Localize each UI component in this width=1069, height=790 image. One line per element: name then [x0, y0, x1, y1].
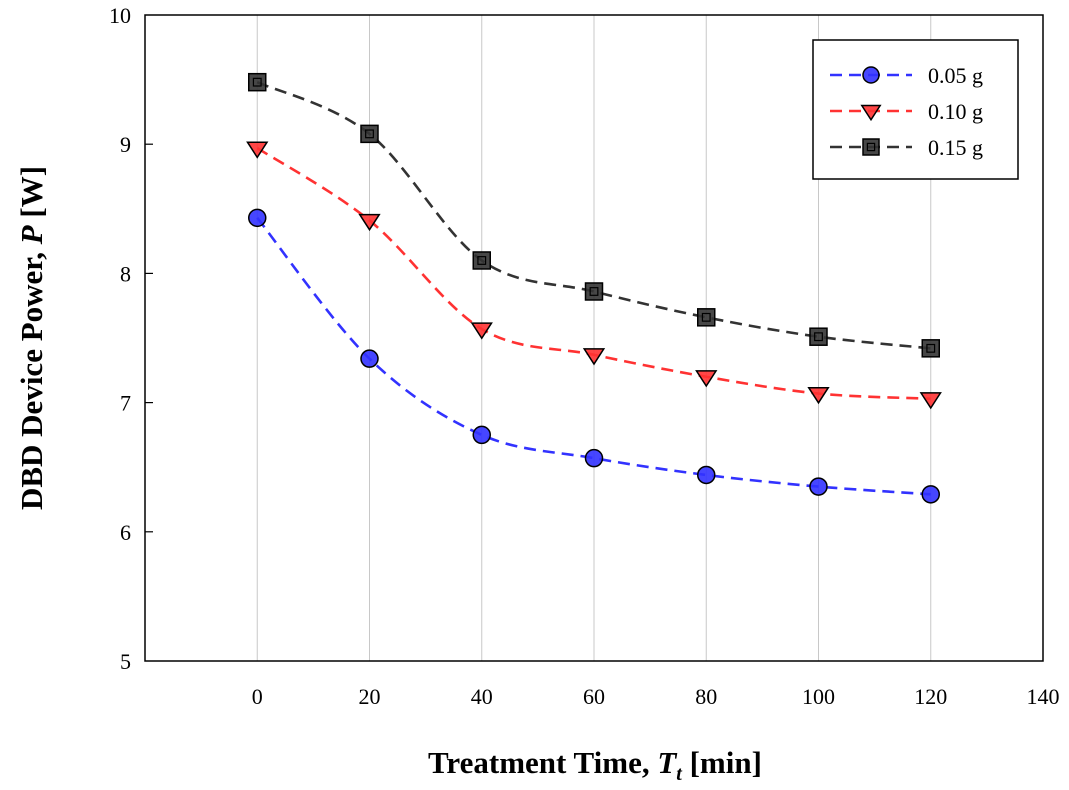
y-axis-title: DBD Device Power, P [W] [14, 166, 49, 510]
data-point-triangle [695, 370, 718, 388]
y-tick-label: 5 [120, 649, 131, 674]
data-point-square-outer [921, 339, 940, 358]
data-point-square-outer [862, 138, 880, 156]
data-point-square [584, 282, 604, 301]
y-tick-label: 9 [120, 132, 131, 157]
data-point-square [809, 327, 828, 346]
legend: 0.05 g 0.10 g 0.15 g [812, 39, 1019, 180]
series-layer [246, 72, 942, 504]
x-tick-label: 60 [583, 684, 605, 709]
data-point-square-outer [248, 72, 267, 92]
data-point-square-outer [809, 327, 828, 346]
data-point-square-inner [365, 129, 374, 139]
data-point-triangle [470, 322, 493, 340]
y-tick-label: 8 [120, 261, 131, 286]
legend-label: 0.15 g [928, 135, 983, 160]
data-point-square [862, 138, 880, 156]
data-point-square-outer [360, 124, 379, 144]
data-point-triangle [807, 386, 830, 405]
legend-item: 0.05 g [830, 63, 983, 88]
legend-frame [812, 39, 1019, 180]
data-point-square-inner [814, 332, 823, 342]
legend-item: 0.10 g [830, 99, 983, 124]
series-1 [246, 141, 942, 410]
x-tick-label: 20 [359, 684, 381, 709]
data-point-circle [472, 425, 491, 445]
legend-label: 0.10 g [928, 99, 983, 124]
data-point-circle [862, 66, 880, 84]
x-tick-label: 100 [802, 684, 835, 709]
data-point-square-inner [589, 287, 599, 296]
data-point-triangle [860, 104, 882, 122]
data-point-square [921, 339, 940, 358]
data-point-square-outer [472, 251, 491, 270]
series-2 [248, 72, 940, 358]
data-point-square-inner [477, 256, 487, 265]
plot-frame [144, 14, 1044, 662]
data-point-square-inner [866, 142, 876, 152]
data-point-square-inner [701, 312, 711, 322]
data-point-circle [248, 208, 267, 228]
data-point-square-outer [584, 282, 604, 301]
data-point-square [697, 308, 716, 327]
y-tick-label: 10 [109, 3, 131, 28]
y-tick-label: 7 [120, 391, 131, 416]
data-point-circle [921, 485, 940, 504]
data-point-square [248, 72, 267, 92]
data-point-triangle [582, 348, 606, 366]
legend-item: 0.15 g [830, 135, 983, 160]
x-axis-title: Treatment Time, Tt [min] [428, 745, 762, 785]
data-point-square [472, 251, 491, 270]
data-point-square-inner [252, 77, 262, 87]
data-point-triangle [358, 213, 381, 232]
data-point-circle [697, 465, 716, 485]
x-tick-label: 80 [695, 684, 717, 709]
data-point-circle [360, 349, 379, 368]
legend-label: 0.05 g [928, 63, 983, 88]
data-point-circle [809, 477, 828, 496]
x-tick-label: 0 [252, 684, 263, 709]
y-tick-label: 6 [120, 520, 131, 545]
x-tick-label: 120 [914, 684, 947, 709]
x-tick-label: 40 [471, 684, 493, 709]
axis-ticks: 0 20 40 60 80 100 120 140 5 6 7 8 9 10 [109, 3, 1060, 709]
x-tick-label: 140 [1027, 684, 1060, 709]
data-point-square-outer [697, 308, 716, 327]
data-point-square-inner [926, 343, 936, 353]
data-point-square [360, 124, 379, 144]
data-point-circle [584, 448, 604, 468]
series-0 [248, 208, 940, 504]
data-point-triangle [246, 141, 269, 159]
data-point-triangle [919, 392, 942, 410]
